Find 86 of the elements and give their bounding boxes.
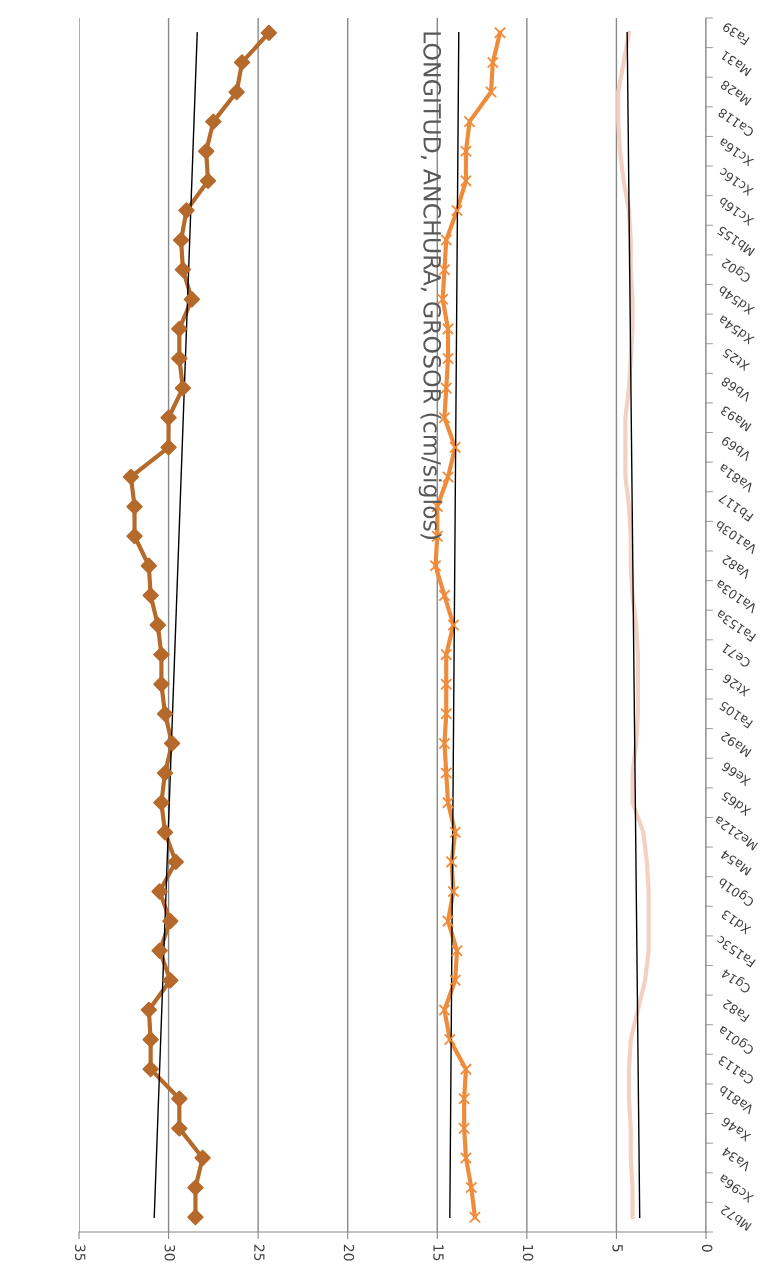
point bbox=[449, 441, 462, 454]
point bbox=[438, 589, 451, 602]
x-tick-label: 15 bbox=[433, 1245, 444, 1261]
point bbox=[440, 707, 453, 720]
point bbox=[450, 204, 464, 217]
point bbox=[140, 1001, 158, 1019]
point bbox=[194, 1149, 211, 1167]
x-tick-label: 10 bbox=[522, 1245, 534, 1261]
point bbox=[162, 912, 179, 930]
point bbox=[465, 1181, 478, 1194]
point bbox=[160, 439, 177, 456]
point bbox=[151, 942, 168, 959]
point bbox=[126, 527, 143, 545]
point bbox=[445, 855, 458, 868]
point bbox=[156, 705, 174, 723]
point bbox=[493, 26, 507, 39]
point bbox=[441, 322, 455, 335]
point bbox=[438, 737, 451, 750]
point bbox=[459, 1063, 473, 1076]
point bbox=[174, 261, 192, 278]
point bbox=[183, 291, 201, 308]
point bbox=[199, 172, 217, 190]
point bbox=[140, 557, 158, 574]
point bbox=[153, 646, 170, 663]
point bbox=[187, 1209, 204, 1226]
point bbox=[233, 54, 251, 71]
point bbox=[429, 559, 442, 572]
point bbox=[447, 618, 460, 632]
point bbox=[187, 1179, 204, 1196]
point bbox=[156, 824, 174, 841]
point bbox=[171, 1090, 188, 1107]
point bbox=[142, 1060, 159, 1078]
point bbox=[438, 1003, 451, 1016]
point bbox=[468, 1211, 481, 1224]
point bbox=[228, 83, 245, 101]
point bbox=[171, 350, 188, 367]
point bbox=[450, 944, 464, 957]
point bbox=[163, 735, 181, 752]
point bbox=[151, 883, 168, 900]
point bbox=[459, 1151, 473, 1165]
point bbox=[441, 796, 455, 809]
point bbox=[463, 115, 476, 128]
point bbox=[205, 113, 222, 130]
point bbox=[153, 676, 170, 693]
point bbox=[174, 379, 192, 397]
point bbox=[441, 470, 455, 484]
point bbox=[440, 234, 453, 247]
point bbox=[458, 1092, 471, 1105]
point bbox=[458, 1122, 471, 1135]
point bbox=[153, 794, 170, 811]
point bbox=[260, 24, 278, 41]
point bbox=[447, 885, 460, 898]
point bbox=[172, 231, 190, 249]
point bbox=[122, 468, 140, 486]
x-tick-label: 30 bbox=[164, 1244, 176, 1261]
point bbox=[440, 766, 453, 780]
point bbox=[171, 1120, 188, 1137]
point bbox=[126, 498, 143, 515]
point bbox=[459, 145, 473, 158]
point bbox=[162, 972, 179, 989]
x-tick-label: 20 bbox=[343, 1244, 355, 1261]
text: LONGITUD, ANCHURA, GROSOR (cm/siglos) bbox=[418, 32, 442, 540]
point bbox=[441, 915, 455, 928]
point bbox=[486, 56, 499, 69]
point bbox=[198, 143, 215, 160]
point bbox=[142, 587, 159, 604]
x-tick-label: 5 bbox=[612, 1244, 623, 1252]
point bbox=[142, 1031, 159, 1048]
x-tick-label: 25 bbox=[254, 1244, 265, 1261]
point bbox=[156, 764, 174, 782]
point bbox=[178, 202, 195, 219]
x-tick-label: 0 bbox=[701, 1244, 713, 1252]
point bbox=[449, 826, 462, 839]
point bbox=[484, 85, 498, 99]
x-tick-label: 35 bbox=[74, 1244, 86, 1261]
point bbox=[440, 382, 453, 395]
point bbox=[160, 409, 177, 426]
point bbox=[171, 320, 188, 338]
point bbox=[443, 1033, 456, 1046]
point bbox=[149, 616, 167, 634]
point bbox=[441, 352, 455, 365]
point bbox=[167, 853, 184, 871]
point bbox=[440, 648, 453, 661]
point bbox=[459, 174, 473, 187]
point bbox=[440, 678, 453, 691]
point bbox=[449, 974, 462, 987]
